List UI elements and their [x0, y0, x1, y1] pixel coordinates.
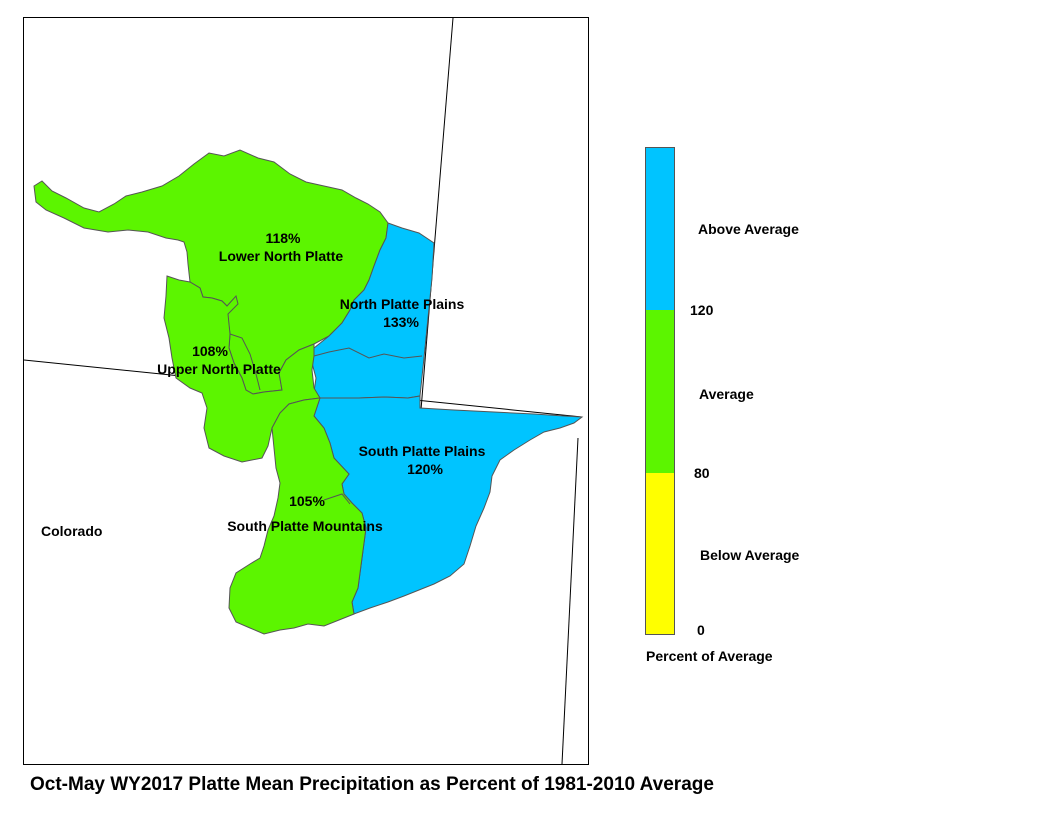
legend-label-above-average: Above Average — [698, 221, 799, 237]
legend-swatch-above-average — [646, 148, 674, 310]
basin-name-upper-north-platte: Upper North Platte — [157, 361, 281, 377]
basin-name-south-platte-plains: South Platte Plains — [359, 443, 486, 459]
basin-south-platte-mountains[interactable] — [228, 397, 367, 635]
legend-tick-80: 80 — [694, 465, 710, 481]
basin-map: 118% Lower North Platte North Platte Pla… — [23, 17, 584, 765]
basin-name-north-platte-plains: North Platte Plains — [340, 296, 465, 312]
basin-percent-south-platte-mountains: 105% — [289, 493, 325, 509]
basin-name-lower-north-platte: Lower North Platte — [219, 248, 344, 264]
legend-tick-120: 120 — [690, 302, 714, 318]
state-boundary-line — [561, 437, 579, 765]
legend-swatch-below-average — [646, 473, 674, 634]
state-label-colorado: Colorado — [41, 523, 102, 539]
basin-percent-south-platte-plains: 120% — [407, 461, 443, 477]
map-frame: 118% Lower North Platte North Platte Pla… — [23, 17, 589, 765]
basin-internal-boundary — [229, 333, 261, 391]
basin-percent-north-platte-plains: 133% — [383, 314, 419, 330]
basin-name-south-platte-mountains: South Platte Mountains — [227, 518, 383, 534]
legend-caption: Percent of Average — [646, 648, 773, 664]
legend-tick-0: 0 — [697, 622, 705, 638]
basin-percent-upper-north-platte: 108% — [192, 343, 228, 359]
legend-color-bar — [645, 147, 675, 635]
map-title: Oct-May WY2017 Platte Mean Precipitation… — [30, 774, 714, 795]
legend-swatch-average — [646, 310, 674, 473]
legend-label-average: Average — [699, 386, 754, 402]
legend-label-below-average: Below Average — [700, 547, 800, 563]
basin-upper-north-platte[interactable] — [163, 275, 321, 463]
basin-percent-lower-north-platte: 118% — [265, 230, 301, 246]
basin-internal-boundary — [323, 493, 351, 505]
basin-internal-boundary — [313, 347, 423, 359]
state-boundary-line — [419, 17, 454, 423]
